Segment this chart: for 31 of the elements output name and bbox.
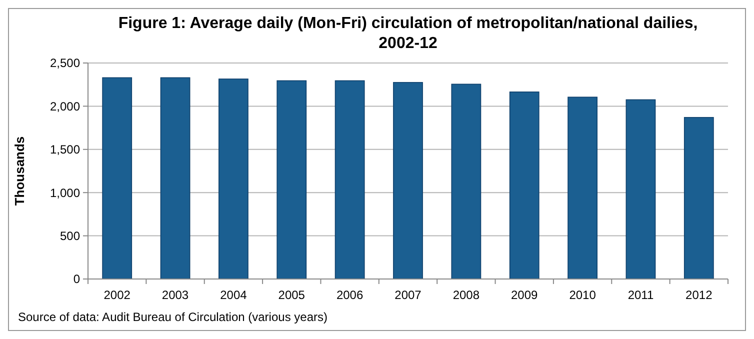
- x-tick-label: 2004: [220, 288, 248, 302]
- bar: [451, 84, 482, 280]
- x-tick-label: 2005: [278, 288, 306, 302]
- bar: [218, 78, 248, 280]
- x-tick-label: 2007: [394, 288, 422, 302]
- bar: [509, 92, 540, 280]
- y-tick-label: 500: [60, 229, 80, 243]
- bar: [684, 117, 714, 280]
- x-tick-label: 2010: [569, 288, 596, 302]
- chart-title: Figure 1: Average daily (Mon-Fri) circulation of metropolitan/national dailies, 2002-12: [118, 15, 698, 52]
- bar: [568, 96, 598, 280]
- y-axis-title: Thousands: [12, 136, 27, 206]
- bar: [276, 80, 307, 280]
- x-tick-label: 2012: [686, 288, 713, 302]
- x-tick-label: 2003: [162, 288, 189, 302]
- x-tick-label: 2002: [104, 288, 131, 302]
- y-tick-label: 2,000: [50, 99, 80, 114]
- bar: [160, 77, 190, 280]
- y-tick-label: 1,500: [50, 142, 80, 157]
- x-tick-label: 2006: [336, 288, 364, 302]
- bar: [626, 99, 656, 280]
- bar: [334, 80, 365, 280]
- x-tick-label: 2009: [511, 288, 538, 302]
- bar: [102, 77, 132, 280]
- x-tick-label: 2008: [452, 288, 480, 302]
- bar: [393, 82, 423, 280]
- y-tick-label: 2,500: [50, 56, 80, 70]
- y-tick-label: 1,000: [50, 186, 80, 200]
- y-tick-label: 0: [73, 272, 80, 286]
- x-tick-label: 2011: [628, 288, 654, 302]
- source-note: Source of data: Audit Bureau of Circulation (various years): [18, 310, 328, 324]
